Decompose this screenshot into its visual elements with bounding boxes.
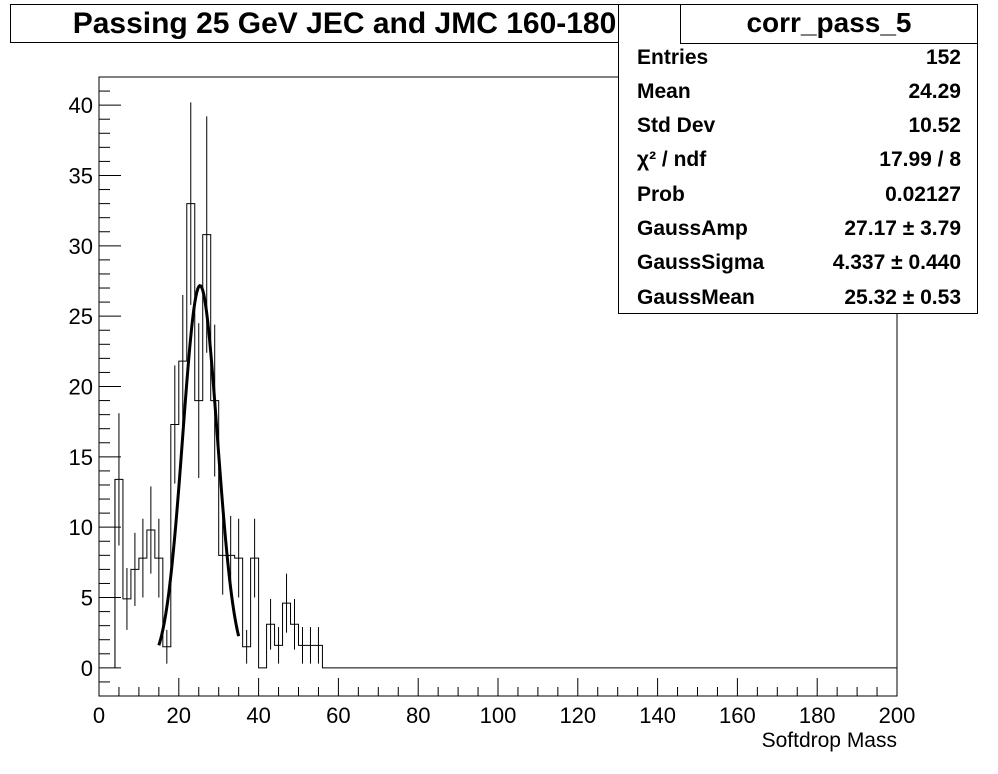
stats-row: GaussSigma 4.337 ± 0.440: [637, 246, 961, 280]
y-tick-label: 10: [69, 515, 93, 540]
stats-label: Prob: [637, 183, 685, 206]
y-tick-label: 20: [69, 375, 93, 400]
stats-value: 0.02127: [885, 183, 961, 206]
stats-label: GaussMean: [637, 286, 755, 309]
y-tick-label: 25: [69, 304, 93, 329]
stats-value: 152: [925, 46, 961, 69]
x-tick-label: 120: [559, 703, 596, 728]
x-tick-label: 80: [406, 703, 430, 728]
stats-value: 25.32 ± 0.53: [844, 286, 961, 309]
y-tick-label: 5: [81, 586, 93, 611]
x-axis-label: Softdrop Mass: [762, 729, 897, 752]
stats-label: Std Dev: [637, 114, 716, 137]
x-tick-label: 160: [719, 703, 756, 728]
stats-row: Mean 24.29: [637, 75, 961, 109]
stats-row: χ² / ndf 17.99 / 8: [637, 143, 961, 177]
stats-value: 4.337 ± 0.440: [832, 251, 961, 274]
x-tick-label: 60: [326, 703, 350, 728]
stats-row: GaussAmp 27.17 ± 3.79: [637, 212, 961, 246]
y-tick-label: 40: [69, 93, 93, 118]
y-tick-label: 0: [81, 656, 93, 681]
stats-row: Std Dev 10.52: [637, 109, 961, 143]
x-tick-label: 140: [639, 703, 676, 728]
fit-curve: [157, 284, 241, 646]
stats-row: Prob 0.02127: [637, 178, 961, 212]
stats-label: GaussAmp: [637, 217, 748, 240]
stats-value: 10.52: [908, 114, 961, 137]
chart-title: Passing 25 GeV JEC and JMC 160-180: [10, 4, 679, 43]
stats-row: GaussMean 25.32 ± 0.53: [637, 281, 961, 315]
stats-label: Mean: [637, 80, 691, 103]
x-tick-label: 0: [93, 703, 105, 728]
x-tick-label: 40: [246, 703, 270, 728]
stats-label: Entries: [637, 46, 709, 69]
stats-value: 17.99 / 8: [879, 148, 961, 171]
gauss-fit-line: [157, 284, 241, 646]
axes: 0 20 40 60 80 100 120 140 160 180 200 0 5 10 15 20 25 30 3…: [69, 76, 916, 728]
stats-label: χ² / ndf: [637, 148, 707, 171]
x-tick-label: 100: [480, 703, 517, 728]
stats-label: GaussSigma: [637, 251, 765, 274]
x-tick-label: 20: [167, 703, 191, 728]
y-tick-label: 30: [69, 234, 93, 259]
y-tick-label: 15: [69, 445, 93, 470]
stats-value: 24.29: [908, 80, 961, 103]
stats-histogram-name: corr_pass_5: [680, 5, 977, 44]
stats-value: 27.17 ± 3.79: [844, 217, 961, 240]
stats-box: corr_pass_5 Entries 152 Mean 24.29 Std Dev 10…: [618, 4, 978, 314]
x-tick-label: 180: [799, 703, 836, 728]
y-tick-label: 35: [69, 163, 93, 188]
x-tick-label: 200: [879, 703, 916, 728]
stats-row: Entries 152: [637, 41, 961, 75]
